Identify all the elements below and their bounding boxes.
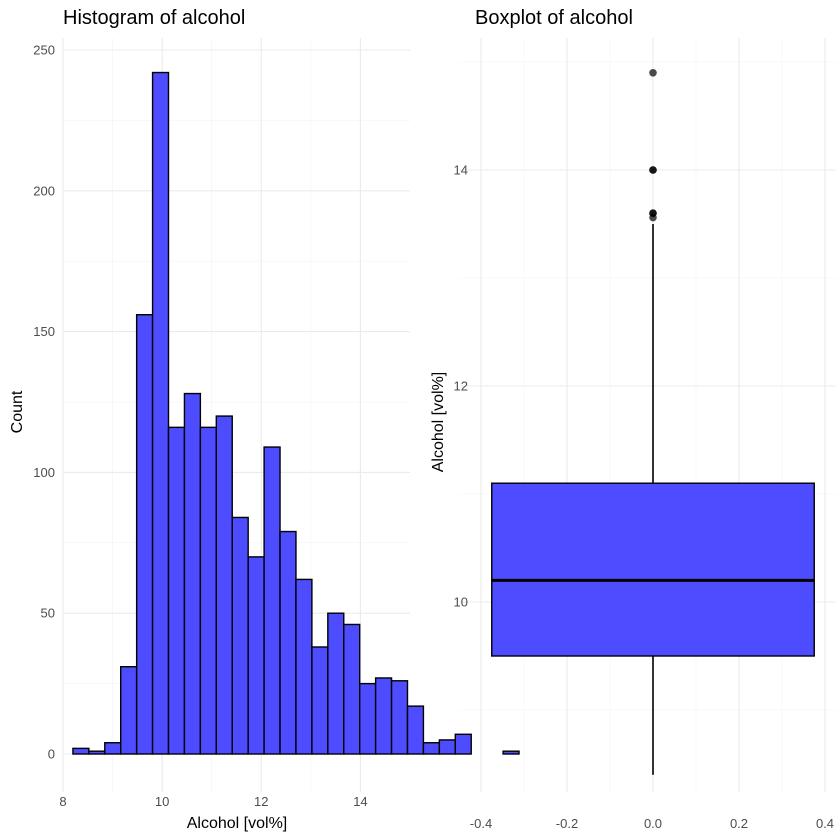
boxplot-y-tick-label: 10 [454,595,468,610]
boxplot-outlier-point [649,209,657,217]
histogram-bar [215,415,233,755]
boxplot-box [491,482,815,657]
histogram-bar [502,750,520,755]
boxplot-x-tick-label: 0.0 [644,816,662,831]
histogram-y-tick-label: 50 [41,606,55,621]
histogram-y-tick-label: 200 [33,183,55,198]
histogram-y-tick-label: 150 [33,324,55,339]
histogram-x-axis-label: Alcohol [vol%] [187,815,288,832]
boxplot-title: Boxplot of alcohol [475,7,633,29]
histogram-x-tick-label: 8 [59,794,66,809]
histogram-bar [247,556,265,755]
histogram-bar [88,750,106,755]
boxplot-y-tick-label: 14 [454,163,468,178]
histogram-bar [390,680,409,755]
histogram-bar [279,530,297,755]
histogram-bar [422,742,441,755]
boxplot-x-tick-label: 0.4 [816,816,834,831]
histogram-x-tick-label: 10 [155,794,169,809]
histogram-bar [167,426,186,755]
histogram-bars [72,71,520,755]
histogram-bar [72,747,90,755]
histogram-bar [343,623,361,755]
histogram-bar [263,446,281,755]
boxplot-body [491,69,815,775]
boxplot-y-ticks: 10 12 14 [454,163,468,610]
boxplot-grid [460,38,836,792]
boxplot-y-tick-label: 12 [454,379,468,394]
boxplot-x-tick-label: -0.4 [470,816,492,831]
histogram-title: Histogram of alcohol [63,7,245,29]
histogram-bar [295,578,313,755]
histogram-bar [151,71,170,755]
boxplot-outlier-point [649,166,657,174]
boxplot-x-tick-label: 0.2 [730,816,748,831]
histogram-bar [199,426,218,755]
histogram-y-tick-label: 100 [33,465,55,480]
histogram-bar [438,739,456,755]
histogram-y-ticks: 0 50 100 150 200 250 [33,43,55,762]
histogram-y-tick-label: 0 [48,747,55,762]
boxplot-x-ticks: -0.4 -0.2 0.0 0.2 0.4 [470,816,834,831]
histogram-bar [358,682,377,755]
histogram-bar [406,705,425,755]
histogram-y-axis-label: Count [9,390,26,433]
histogram-bar [327,612,345,755]
boxplot-x-tick-label: -0.2 [556,816,578,831]
histogram-bar [104,742,122,755]
histogram-bar [374,677,393,755]
histogram-bar [231,516,249,755]
histogram-bar [120,666,138,755]
boxplot-y-axis-label: Alcohol [vol%] [430,372,447,473]
histogram-x-tick-label: 12 [254,794,268,809]
boxplot-outlier-point [649,69,657,77]
histogram-bar [135,314,154,755]
histogram-bar [311,646,329,755]
histogram-bar [454,733,472,755]
histogram-x-ticks: 8 10 12 14 [59,794,367,809]
histogram-y-tick-label: 250 [33,43,55,58]
histogram-bar [183,392,202,755]
histogram-x-tick-label: 14 [353,794,367,809]
